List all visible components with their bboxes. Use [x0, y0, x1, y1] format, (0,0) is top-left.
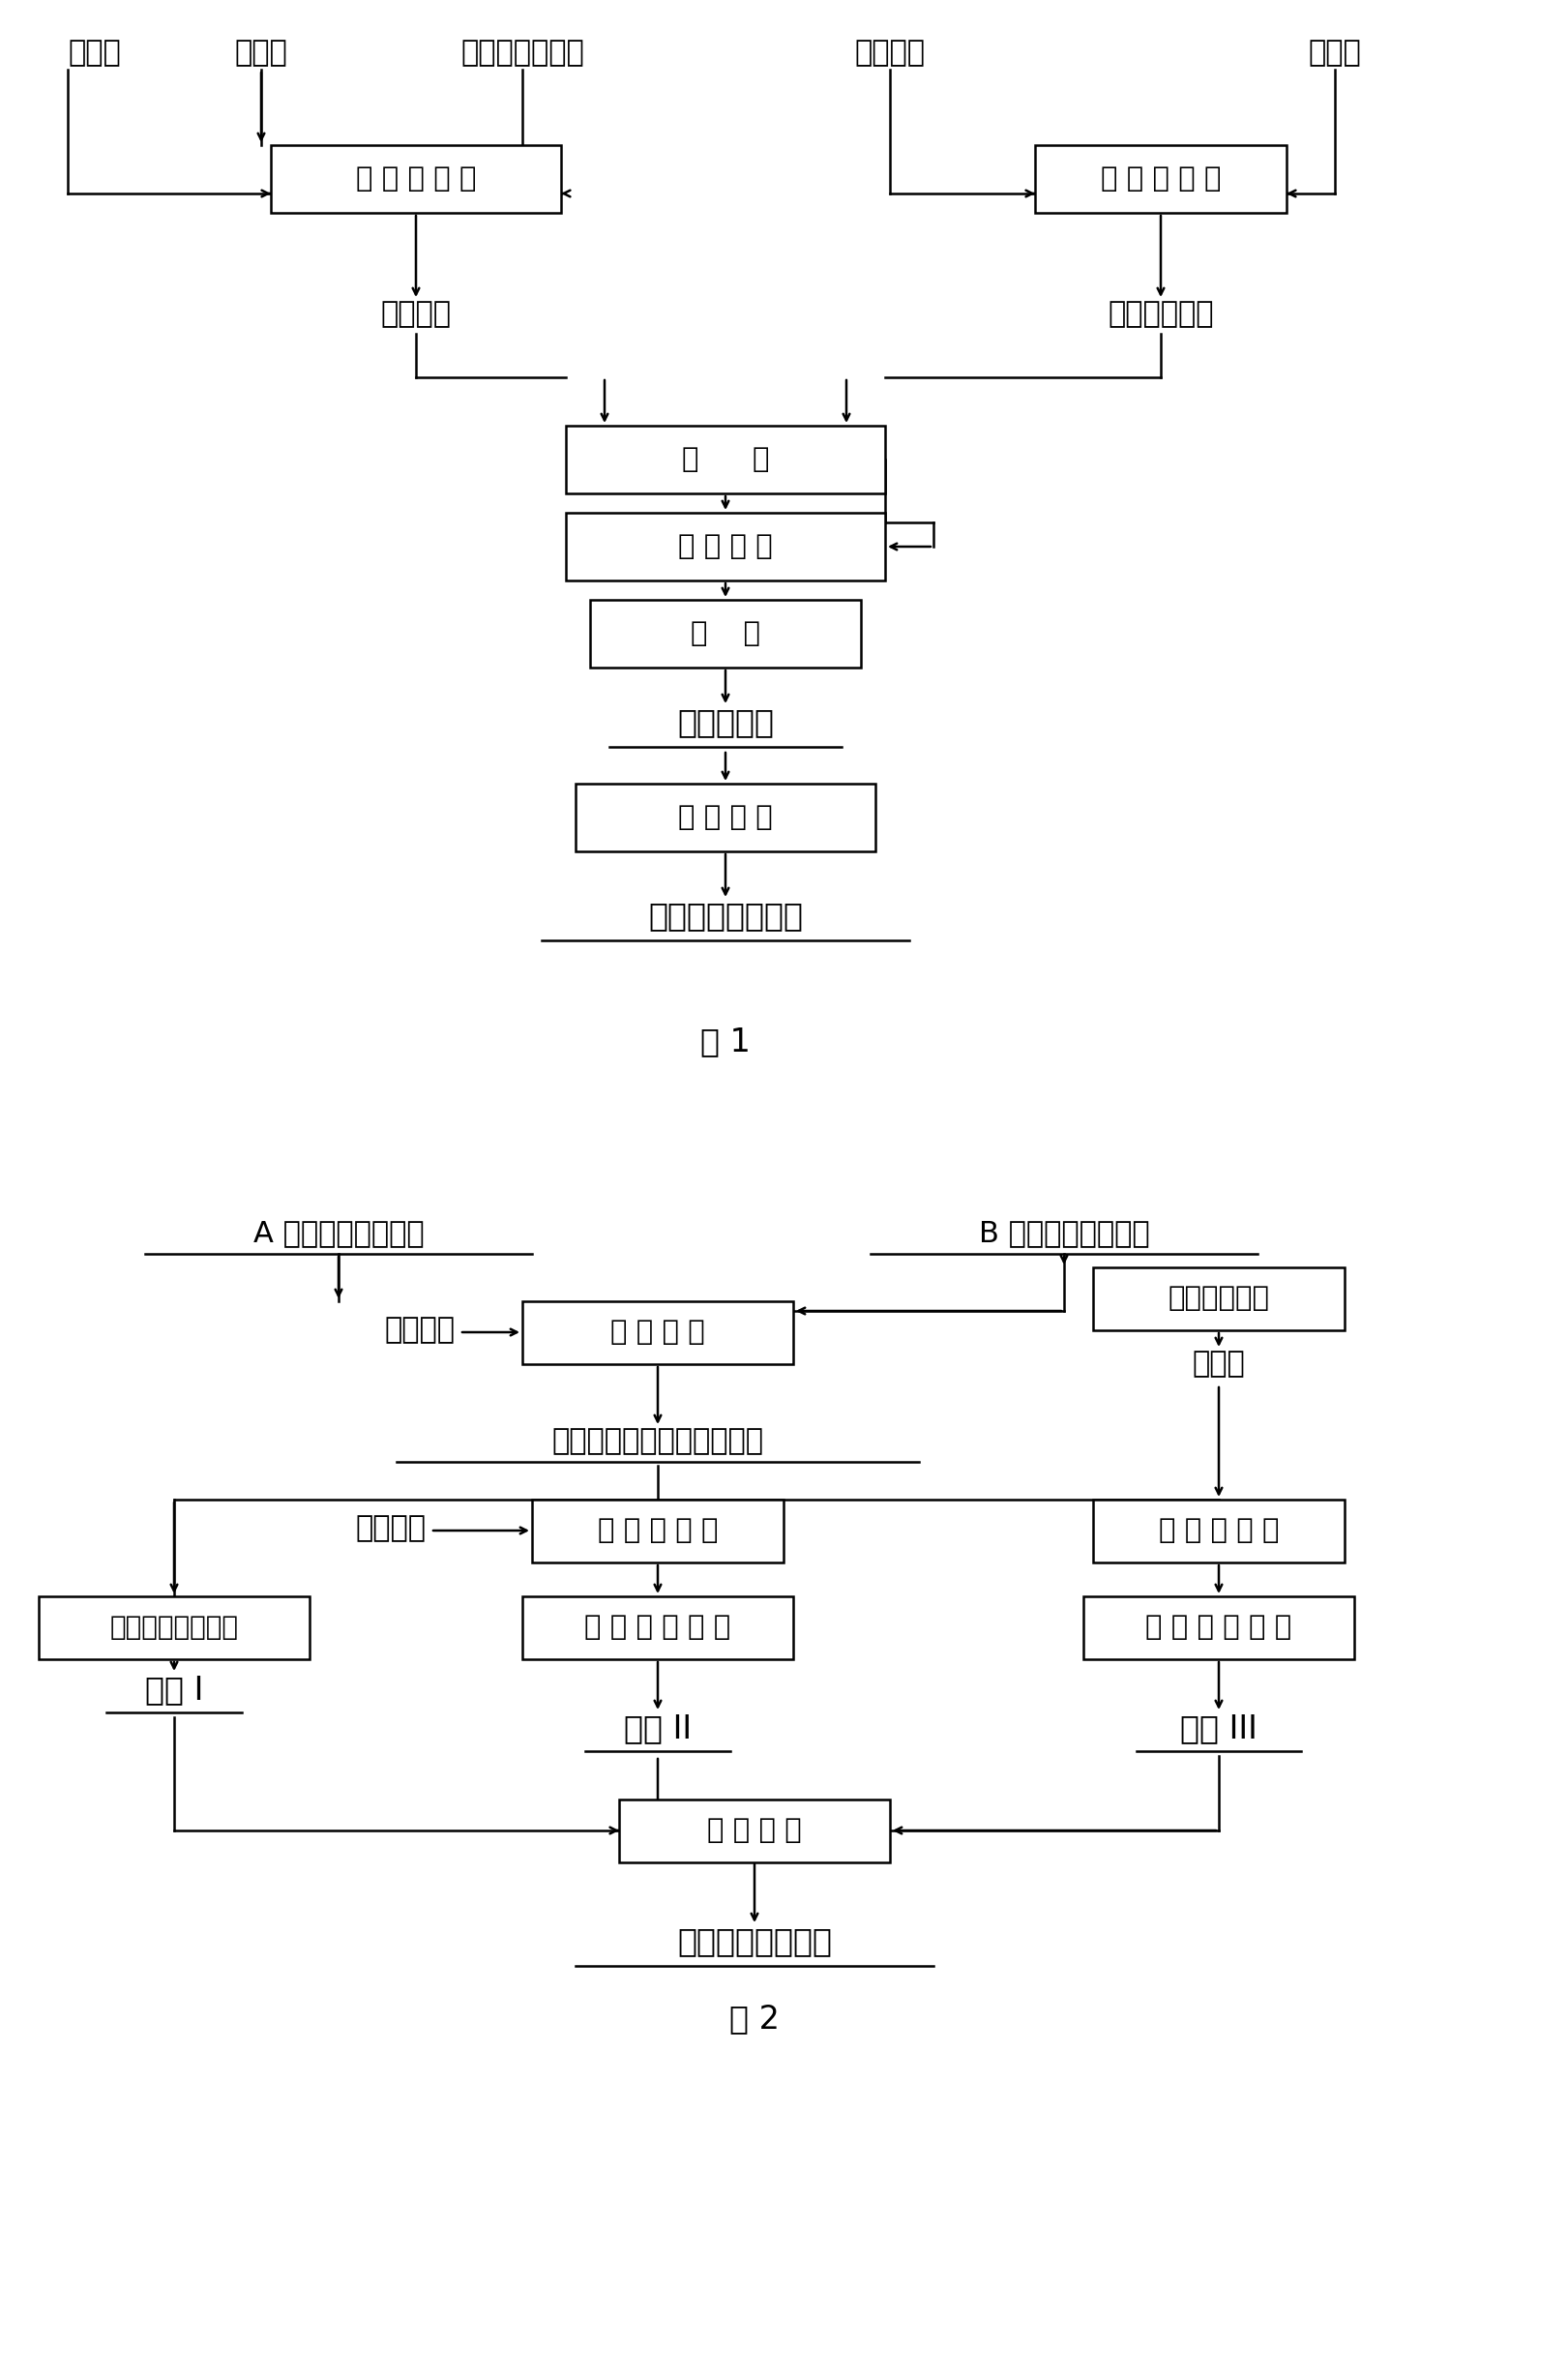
- Bar: [1093, 1499, 1344, 1561]
- Text: 对 辊 挤 压: 对 辊 挤 压: [679, 533, 773, 559]
- Text: 真 空 烧 结: 真 空 烧 结: [707, 1816, 801, 1844]
- Bar: [619, 1799, 891, 1861]
- Text: 料 浆 的 配 制: 料 浆 的 配 制: [356, 167, 477, 193]
- Text: 冷 等 静 压 成 型: 冷 等 静 压 成 型: [1146, 1614, 1292, 1640]
- Bar: [566, 512, 884, 581]
- Text: 球 磨 混 合: 球 磨 混 合: [610, 1319, 706, 1345]
- Text: 分散剂: 分散剂: [67, 38, 121, 67]
- Text: 生坯 I: 生坯 I: [144, 1673, 204, 1706]
- Bar: [575, 783, 875, 852]
- Text: 圆 桶 混 料 器: 圆 桶 混 料 器: [597, 1516, 718, 1545]
- Text: 圆 桶 混 料 器: 圆 桶 混 料 器: [1159, 1516, 1279, 1545]
- Text: 生坯 III: 生坯 III: [1181, 1714, 1258, 1745]
- Bar: [566, 426, 884, 493]
- Text: 生坯前驱体: 生坯前驱体: [677, 707, 775, 738]
- Text: 合格料浆: 合格料浆: [381, 300, 452, 328]
- Text: 造孔材料: 造孔材料: [354, 1514, 425, 1542]
- Text: 冷 等 静 压 成 型: 冷 等 静 压 成 型: [585, 1614, 731, 1640]
- Bar: [532, 1499, 784, 1561]
- Text: 二维通孔泡沫成品: 二维通孔泡沫成品: [677, 1925, 833, 1956]
- Text: 三维通孔泡沫成品: 三维通孔泡沫成品: [648, 900, 803, 931]
- Text: 海 绵 预 处 理: 海 绵 预 处 理: [1101, 167, 1221, 193]
- Text: 粘接剂: 粘接剂: [235, 38, 287, 67]
- Bar: [522, 1302, 793, 1364]
- Text: 浸      浆: 浸 浆: [682, 445, 770, 474]
- Text: 金属或合金粉末: 金属或合金粉末: [461, 38, 585, 67]
- Text: 粘接剂的配制: 粘接剂的配制: [1168, 1285, 1270, 1311]
- Text: 混合均匀的金属或合金粉末: 混合均匀的金属或合金粉末: [552, 1428, 764, 1454]
- Text: 海绵泡沫: 海绵泡沫: [855, 38, 925, 67]
- Text: 直接冷等静压成型: 直接冷等静压成型: [110, 1614, 238, 1640]
- Text: B 类金属或合金粉末: B 类金属或合金粉末: [978, 1219, 1149, 1247]
- Text: A 类金属或合金粉末: A 类金属或合金粉末: [252, 1219, 423, 1247]
- Text: 气 氛 烧 结: 气 氛 烧 结: [679, 804, 773, 831]
- Text: 图 2: 图 2: [729, 2002, 779, 2035]
- Bar: [1093, 1266, 1344, 1330]
- Bar: [271, 145, 561, 212]
- Bar: [522, 1597, 793, 1659]
- Text: 预处理后海绵: 预处理后海绵: [1109, 300, 1214, 328]
- Text: 碱溶液: 碱溶液: [1308, 38, 1361, 67]
- Text: 粘接剂: 粘接剂: [1192, 1349, 1245, 1378]
- Bar: [590, 600, 861, 666]
- Bar: [1035, 145, 1286, 212]
- Text: 图 1: 图 1: [701, 1026, 751, 1057]
- Bar: [1083, 1597, 1355, 1659]
- Bar: [39, 1597, 309, 1659]
- Text: 生坯 II: 生坯 II: [624, 1714, 691, 1745]
- Text: 烘    干: 烘 干: [690, 621, 760, 647]
- Text: 工业酒精: 工业酒精: [384, 1316, 455, 1345]
